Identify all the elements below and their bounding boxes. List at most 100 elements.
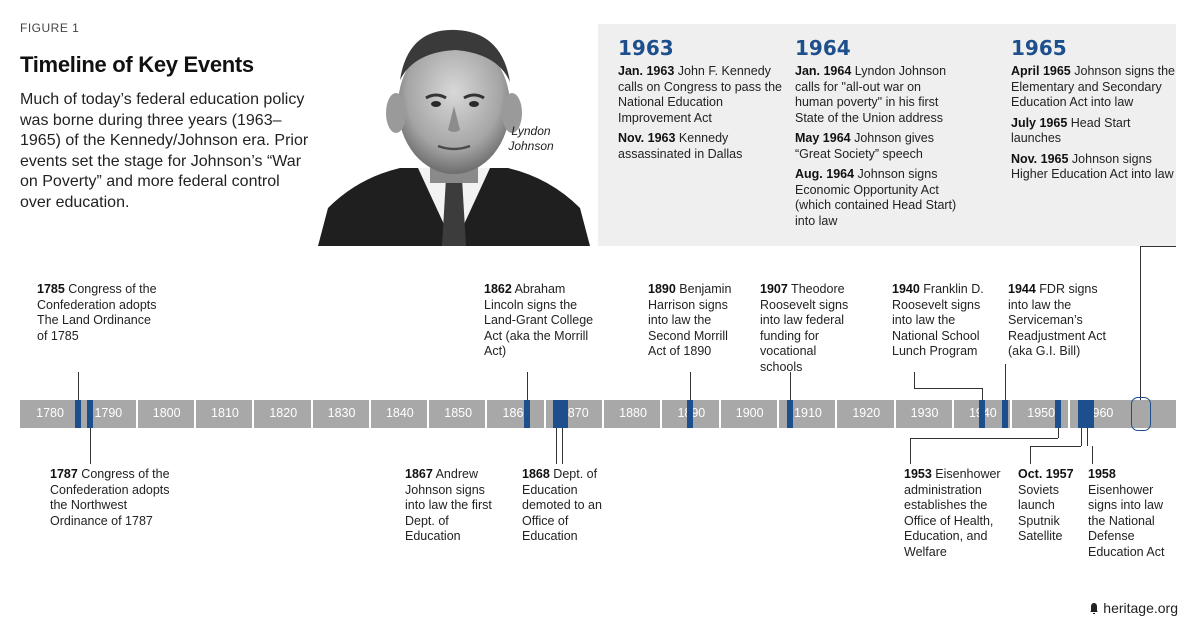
timeline-event-1862: 1862 Abraham Lincoln signs the Land-Gran… — [484, 282, 596, 360]
event-marker-1944 — [1002, 400, 1009, 428]
year-column-1963: 1963 Jan. 1963 John F. Kennedy calls on … — [618, 36, 783, 167]
event-date: Oct. 1957 — [1018, 467, 1074, 481]
axis-tick-label: 1950 — [1027, 406, 1056, 420]
event-entry: Nov. 1963 Kennedy assassinated in Dallas — [618, 131, 743, 161]
highlight-years-panel: 1963 Jan. 1963 John F. Kennedy calls on … — [598, 24, 1176, 246]
event-date: 1862 — [484, 282, 512, 296]
timeline-event-1940: 1940 Franklin D. Roosevelt signs into la… — [892, 282, 992, 360]
event-marker-1940 — [978, 400, 985, 428]
axis-tick-label: 1920 — [852, 406, 881, 420]
event-marker-1868 — [556, 400, 569, 428]
event-text: Eisenhower administration establishes th… — [904, 467, 1001, 559]
timeline-event-1785: 1785 Congress of the Confederation adopt… — [37, 282, 157, 344]
axis-divider — [660, 400, 663, 428]
event-date: 1785 — [37, 282, 65, 296]
event-connector — [914, 388, 982, 389]
event-date: 1867 — [405, 467, 433, 481]
axis-divider — [893, 400, 896, 428]
event-entry: Nov. 1965 Johnson signs Higher Education… — [1011, 151, 1174, 182]
axis-tick-label: 1860 — [502, 406, 531, 420]
event-text: Congress of the Confederation adopts the… — [50, 467, 170, 528]
event-marker-1907 — [786, 400, 793, 428]
event-connector — [1005, 364, 1007, 400]
event-connector — [556, 428, 558, 464]
axis-divider — [1010, 400, 1013, 428]
highlight-range-marker — [1131, 397, 1151, 431]
figure-label: FIGURE 1 — [20, 21, 80, 35]
event-date: 1944 — [1008, 282, 1036, 296]
event-connector — [910, 438, 911, 464]
axis-divider — [135, 400, 138, 428]
axis-divider — [193, 400, 196, 428]
event-connector — [562, 428, 564, 464]
event-text: Andrew Johnson signs into law the first … — [405, 467, 492, 543]
event-entry: Jan. 1964 Lyndon Johnson calls for "all-… — [795, 64, 947, 125]
timeline-event-1957: Oct. 1957 Soviets launch Sputnik Satelli… — [1018, 467, 1086, 545]
axis-tick-label: 1840 — [385, 406, 414, 420]
timeline-event-1907: 1907 Theodore Roosevelt signs into law f… — [760, 282, 860, 375]
timeline-event-1953: 1953 Eisenhower administration establish… — [904, 467, 1009, 560]
timeline-event-1867: 1867 Andrew Johnson signs into law the f… — [405, 467, 505, 545]
axis-divider — [252, 400, 255, 428]
axis-divider — [776, 400, 779, 428]
axis-tick-label: 1910 — [794, 406, 822, 420]
event-marker-1890 — [687, 400, 694, 428]
event-entry: July 1965 Head Start launches — [1011, 115, 1131, 146]
event-connector — [789, 372, 791, 400]
event-text: Eisenhower signs into law the National D… — [1088, 482, 1165, 559]
timeline-event-1890: 1890 Benjamin Harrison signs into law th… — [648, 282, 743, 360]
event-date: 1890 — [648, 282, 676, 296]
axis-divider — [485, 400, 488, 428]
timeline-event-1944: 1944 FDR signs into law the Serviceman’s… — [1008, 282, 1118, 360]
event-date: 1868 — [522, 467, 550, 481]
page-title: Timeline of Key Events — [20, 52, 254, 77]
event-connector — [1030, 446, 1082, 447]
event-entry: Aug. 1964 Johnson signs Economic Opportu… — [795, 167, 957, 228]
intro-text: Much of today’s federal education policy… — [20, 91, 309, 211]
event-entry: May 1964 Johnson gives “Great Society” s… — [795, 131, 934, 161]
timeline-event-1868: 1868 Dept. of Education demoted to an Of… — [522, 467, 622, 545]
event-connector — [690, 372, 692, 400]
event-connector — [1092, 446, 1093, 464]
year-heading: 1963 — [618, 36, 674, 60]
event-date: 1940 — [892, 282, 920, 296]
event-marker-1862 — [524, 400, 531, 428]
event-connector — [1086, 428, 1088, 446]
axis-divider — [310, 400, 313, 428]
event-date: 1907 — [760, 282, 788, 296]
portrait-caption: Lyndon Johnson — [508, 124, 554, 153]
timeline-event-1958: 1958 Eisenhower signs into law the Natio… — [1088, 467, 1178, 560]
axis-divider — [835, 400, 838, 428]
bell-icon — [1089, 601, 1099, 614]
event-entry: April 1965 Johnson signs the Elementary … — [1011, 64, 1176, 109]
event-text: Dept. of Education demoted to an Office … — [522, 467, 602, 543]
year-heading: 1965 — [1011, 36, 1067, 60]
event-marker-1787 — [86, 400, 93, 428]
event-connector — [527, 372, 529, 400]
axis-tick-label: 1930 — [910, 406, 939, 420]
axis-tick-label: 1820 — [269, 406, 298, 420]
event-text: Theodore Roosevelt signs into law federa… — [760, 282, 849, 374]
axis-divider — [602, 400, 604, 428]
event-text: Abraham Lincoln signs the Land-Grant Col… — [484, 282, 594, 358]
event-connector — [89, 428, 91, 464]
axis-divider — [951, 400, 954, 428]
axis-tick-label: 1800 — [152, 406, 181, 420]
event-connector — [78, 372, 80, 400]
event-text: Benjamin Harrison signs into law the Sec… — [648, 282, 732, 358]
event-date: 1953 — [904, 467, 932, 481]
axis-tick-label: 1850 — [444, 406, 473, 420]
axis-tick-label: 1880 — [619, 406, 647, 420]
lyndon-johnson-portrait — [318, 29, 590, 246]
event-connector — [1081, 428, 1083, 446]
event-text: Soviets launch Sputnik Satellite — [1018, 482, 1063, 544]
event-marker-1958 — [1079, 400, 1094, 428]
event-connector — [914, 372, 915, 388]
event-text: Congress of the Confederation adopts The… — [37, 282, 157, 343]
axis-tick-label: 1790 — [94, 406, 123, 420]
panel-bottom-rule — [1140, 246, 1176, 247]
footer-text: heritage.org — [1103, 600, 1178, 616]
axis-divider — [427, 400, 430, 428]
axis-tick-label: 1780 — [36, 406, 64, 420]
axis-divider — [543, 400, 546, 428]
